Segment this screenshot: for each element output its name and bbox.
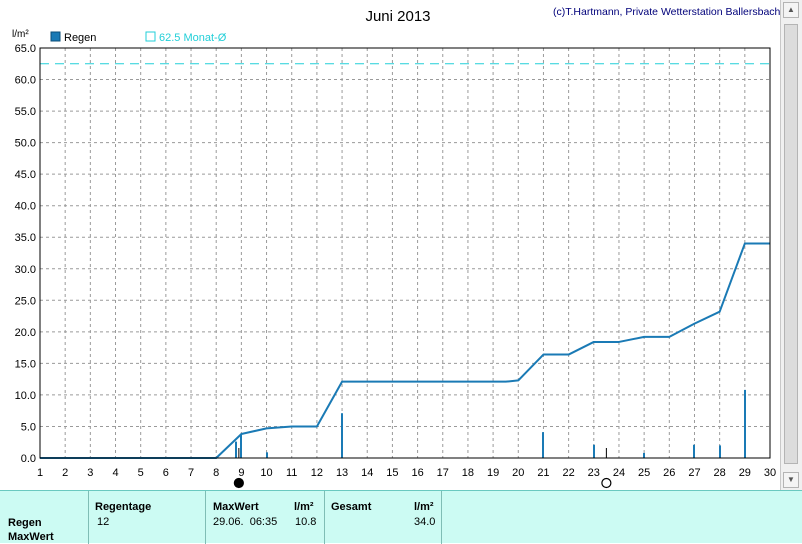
statistics-panel: Regentage MaxWert l/m² Gesamt l/m² Regen… [0,490,802,544]
daily-rain-bar [266,452,268,458]
chart-title: Juni 2013 [365,8,430,25]
x-tick-label: 14 [361,467,373,479]
divider [324,491,325,544]
daily-rain-bar [235,441,237,458]
row-label-maxwert: MaxWert [8,531,54,543]
x-tick-label: 2 [62,467,68,479]
daily-rain-bar [719,445,721,458]
x-tick-label: 19 [487,467,499,479]
x-tick-label: 7 [188,467,194,479]
x-tick-label: 4 [112,467,118,479]
value-regentage: 12 [97,516,110,528]
x-tick-label: 28 [714,467,726,479]
y-tick-label: 25.0 [15,295,36,307]
new-moon-icon [233,477,244,489]
x-tick-label: 10 [260,467,272,479]
scroll-thumb[interactable] [784,24,798,464]
full-moon-icon [601,477,612,489]
y-tick-label: 40.0 [15,201,36,213]
x-tick-label: 27 [688,467,700,479]
y-tick-label: 60.0 [15,75,36,87]
vertical-scrollbar[interactable]: ▲ ▼ [780,0,802,490]
y-tick-label: 45.0 [15,169,36,181]
x-tick-label: 11 [286,467,297,479]
legend-label-regen: Regen [64,32,96,44]
header-maxwert-unit: l/m² [294,501,314,513]
x-tick-label: 29 [739,467,751,479]
legend-swatch-monat [145,31,156,42]
copyright-text: (c)T.Hartmann, Private Wetterstation Bal… [553,6,780,18]
rain-chart: Juni 2013 (c)T.Hartmann, Private Wetters… [12,6,780,489]
x-tick-label: 12 [311,467,323,479]
y-tick-label: 55.0 [15,106,36,118]
legend: Regen 62.5 Monat-Ø [50,31,227,44]
x-tick-label: 8 [213,467,219,479]
cumulative-line-layer [40,242,770,459]
daily-bars [235,389,746,458]
header-gesamt: Gesamt [331,501,372,513]
moon-phases [233,448,612,489]
grid [40,48,770,458]
y-tick-label: 15.0 [15,358,36,370]
x-tick-label: 23 [588,467,600,479]
y-tick-label: 65.0 [15,43,36,55]
x-tick-label: 16 [411,467,423,479]
y-tick-label: 50.0 [15,138,36,150]
plot-area [40,48,770,458]
daily-rain-bar [240,434,242,458]
scroll-down-arrow-icon[interactable]: ▼ [783,472,799,488]
x-tick-label: 21 [537,467,549,479]
x-tick-label: 26 [663,467,675,479]
divider [441,491,442,544]
x-tick-label: 9 [238,467,244,479]
value-maxwert-datetime: 29.06. 06:35 [213,516,278,528]
y-tick-label: 0.0 [21,453,36,465]
x-tick-label: 3 [87,467,93,479]
y-tick-label: 35.0 [15,232,36,244]
x-tick-label: 22 [562,467,574,479]
plot-frame [39,47,771,459]
x-tick-label: 1 [37,467,43,479]
header-regentage: Regentage [95,501,152,513]
legend-label-monat: 62.5 Monat-Ø [159,32,227,44]
y-tick-label: 5.0 [21,421,36,433]
y-tick-label: 10.0 [15,390,36,402]
divider [88,491,89,544]
legend-swatch-regen [50,31,61,42]
daily-rain-bar [693,444,695,458]
x-tick-label: 18 [462,467,474,479]
y-tick-label: 20.0 [15,327,36,339]
x-tick-label: 17 [437,467,449,479]
daily-rain-bar [593,444,595,458]
divider [205,491,206,544]
x-tick-label: 30 [764,467,776,479]
y-axis-unit-label: l/m² [12,29,29,40]
x-tick-labels: 1 2 3 4 5 6 7 8 9 10 11 12 13 14 15 16 17 18 19 20 21 22 23 24 2… [37,467,776,479]
daily-rain-bar [542,432,544,458]
x-tick-label: 6 [163,467,169,479]
value-gesamt: 34.0 [414,516,436,528]
x-tick-label: 20 [512,467,524,479]
x-tick-label: 13 [336,467,348,479]
scroll-up-arrow-icon[interactable]: ▲ [783,2,799,18]
x-tick-label: 5 [138,467,144,479]
x-tick-label: 24 [613,467,625,479]
header-gesamt-unit: l/m² [414,501,434,513]
y-tick-label: 30.0 [15,264,36,276]
daily-rain-bar [643,452,645,458]
row-label-regen: Regen [8,517,42,529]
x-tick-label: 25 [638,467,650,479]
cumulative-rain-line [40,242,770,459]
daily-rain-bar [341,413,343,458]
x-tick-label: 15 [386,467,398,479]
value-maxwert: 10.8 [295,516,317,528]
y-tick-labels: 0.0 5.0 10.0 15.0 20.0 25.0 30.0 35.0 40.0 45.0 50… [15,43,36,465]
daily-rain-bar [744,389,746,458]
header-maxwert: MaxWert [213,501,259,513]
